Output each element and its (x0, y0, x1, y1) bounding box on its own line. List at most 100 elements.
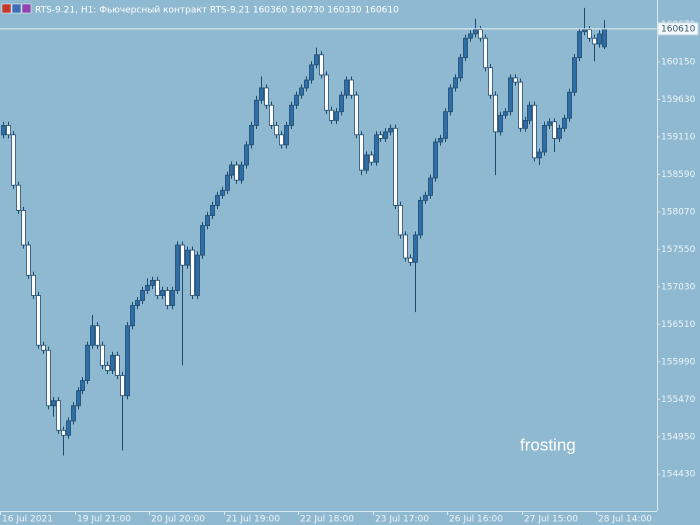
candle-body (264, 87, 269, 106)
candle-body (532, 104, 537, 159)
y-tick-label: 156510 (661, 320, 696, 330)
candle-body (155, 279, 160, 296)
icon (21, 3, 32, 14)
y-tick-label: 158590 (661, 170, 696, 180)
candle-body (398, 205, 403, 236)
y-tick-label: 160150 (661, 57, 696, 67)
y-tick-label: 154950 (661, 432, 696, 442)
candle-body (110, 354, 115, 371)
candle-body (21, 210, 26, 246)
candle-body (339, 94, 344, 113)
candle-body (473, 29, 478, 35)
candle-body (170, 290, 175, 306)
candle-body (220, 189, 225, 196)
candle-body (1, 125, 6, 136)
candle-body (354, 94, 359, 136)
current-price-box (657, 22, 699, 36)
y-tick-label: 158070 (661, 207, 696, 217)
candle-body (518, 81, 523, 129)
candle-body (378, 134, 383, 139)
candle-body (26, 244, 31, 276)
x-tick-label: 20 Jul 20:00 (151, 515, 205, 525)
x-tick-label: 22 Jul 18:00 (300, 515, 354, 525)
chart-title: RTS-9.21, H1: Фьючерсный контракт RTS-9.… (35, 6, 399, 16)
candle-body (140, 290, 145, 301)
candle-body (483, 37, 488, 69)
y-tick-label: 159110 (661, 132, 696, 142)
candle-body (200, 225, 205, 256)
candle-body (56, 400, 61, 431)
candle-body (130, 305, 135, 327)
candle-body (349, 79, 354, 96)
candle-body (46, 349, 51, 407)
candle-body (160, 290, 165, 296)
candle-body (364, 154, 369, 171)
candle-body (369, 154, 374, 163)
candle-body (165, 290, 170, 306)
current-price-label: 160610 (661, 24, 696, 34)
candle-body (135, 300, 140, 306)
candle-body (423, 194, 428, 201)
candle-body (95, 325, 100, 346)
candle-body (503, 111, 508, 116)
header: RTS-9.21, H1: Фьючерсный контракт RTS-9.… (1, 3, 399, 16)
y-tick-label: 157030 (661, 282, 696, 292)
candle-body (205, 215, 210, 226)
candle-body (100, 344, 105, 366)
candle-body (542, 125, 547, 153)
candle-body (468, 33, 473, 39)
y-tick-label: 157550 (661, 245, 696, 255)
candle-body (319, 54, 324, 76)
candle-body (289, 104, 294, 126)
candle-body (557, 127, 562, 139)
candle-body (105, 365, 110, 371)
candle-body (597, 33, 602, 45)
candle-body (294, 94, 299, 106)
candle-body (80, 380, 85, 392)
x-tick-label: 28 Jul 14:00 (598, 515, 652, 525)
candle-body (145, 285, 150, 291)
candle-body (284, 125, 289, 146)
candle-body (443, 111, 448, 139)
candle-body (428, 177, 433, 196)
candle-body (602, 28, 607, 48)
candle-body (453, 77, 458, 89)
y-tick-label: 155470 (661, 395, 696, 405)
candle-body (463, 37, 468, 59)
candle-body (309, 64, 314, 81)
x-tick-label: 23 Jul 17:00 (375, 515, 429, 525)
x-tick-label: 19 Jul 21:00 (77, 515, 131, 525)
candle-body (259, 87, 264, 101)
candle-body (508, 77, 513, 113)
candle-body (11, 134, 16, 186)
candle-body (71, 405, 76, 422)
candle-body (279, 134, 284, 146)
icon (11, 3, 22, 14)
candle-body (562, 117, 567, 129)
candle-body (393, 127, 398, 206)
candle-body (592, 37, 597, 45)
candle-body (254, 99, 259, 126)
candle-body (215, 194, 220, 206)
candle-body (408, 257, 413, 263)
candle-body (314, 54, 319, 66)
candle-body (438, 137, 443, 143)
x-tick-label: 26 Jul 16:00 (449, 515, 503, 525)
candle-body (567, 91, 572, 119)
candle-body (210, 205, 215, 216)
candle-body (433, 141, 438, 179)
candle-body (269, 104, 274, 126)
candle-body (324, 74, 329, 111)
candle-body (498, 114, 503, 133)
candle-body (448, 87, 453, 113)
candle-body (577, 31, 582, 59)
candle-body (85, 344, 90, 381)
candle-body (458, 57, 463, 79)
icon (1, 3, 12, 14)
candle-body (523, 119, 528, 129)
candle-body (115, 354, 120, 376)
candle-body (76, 390, 81, 407)
candle-body (344, 79, 349, 96)
